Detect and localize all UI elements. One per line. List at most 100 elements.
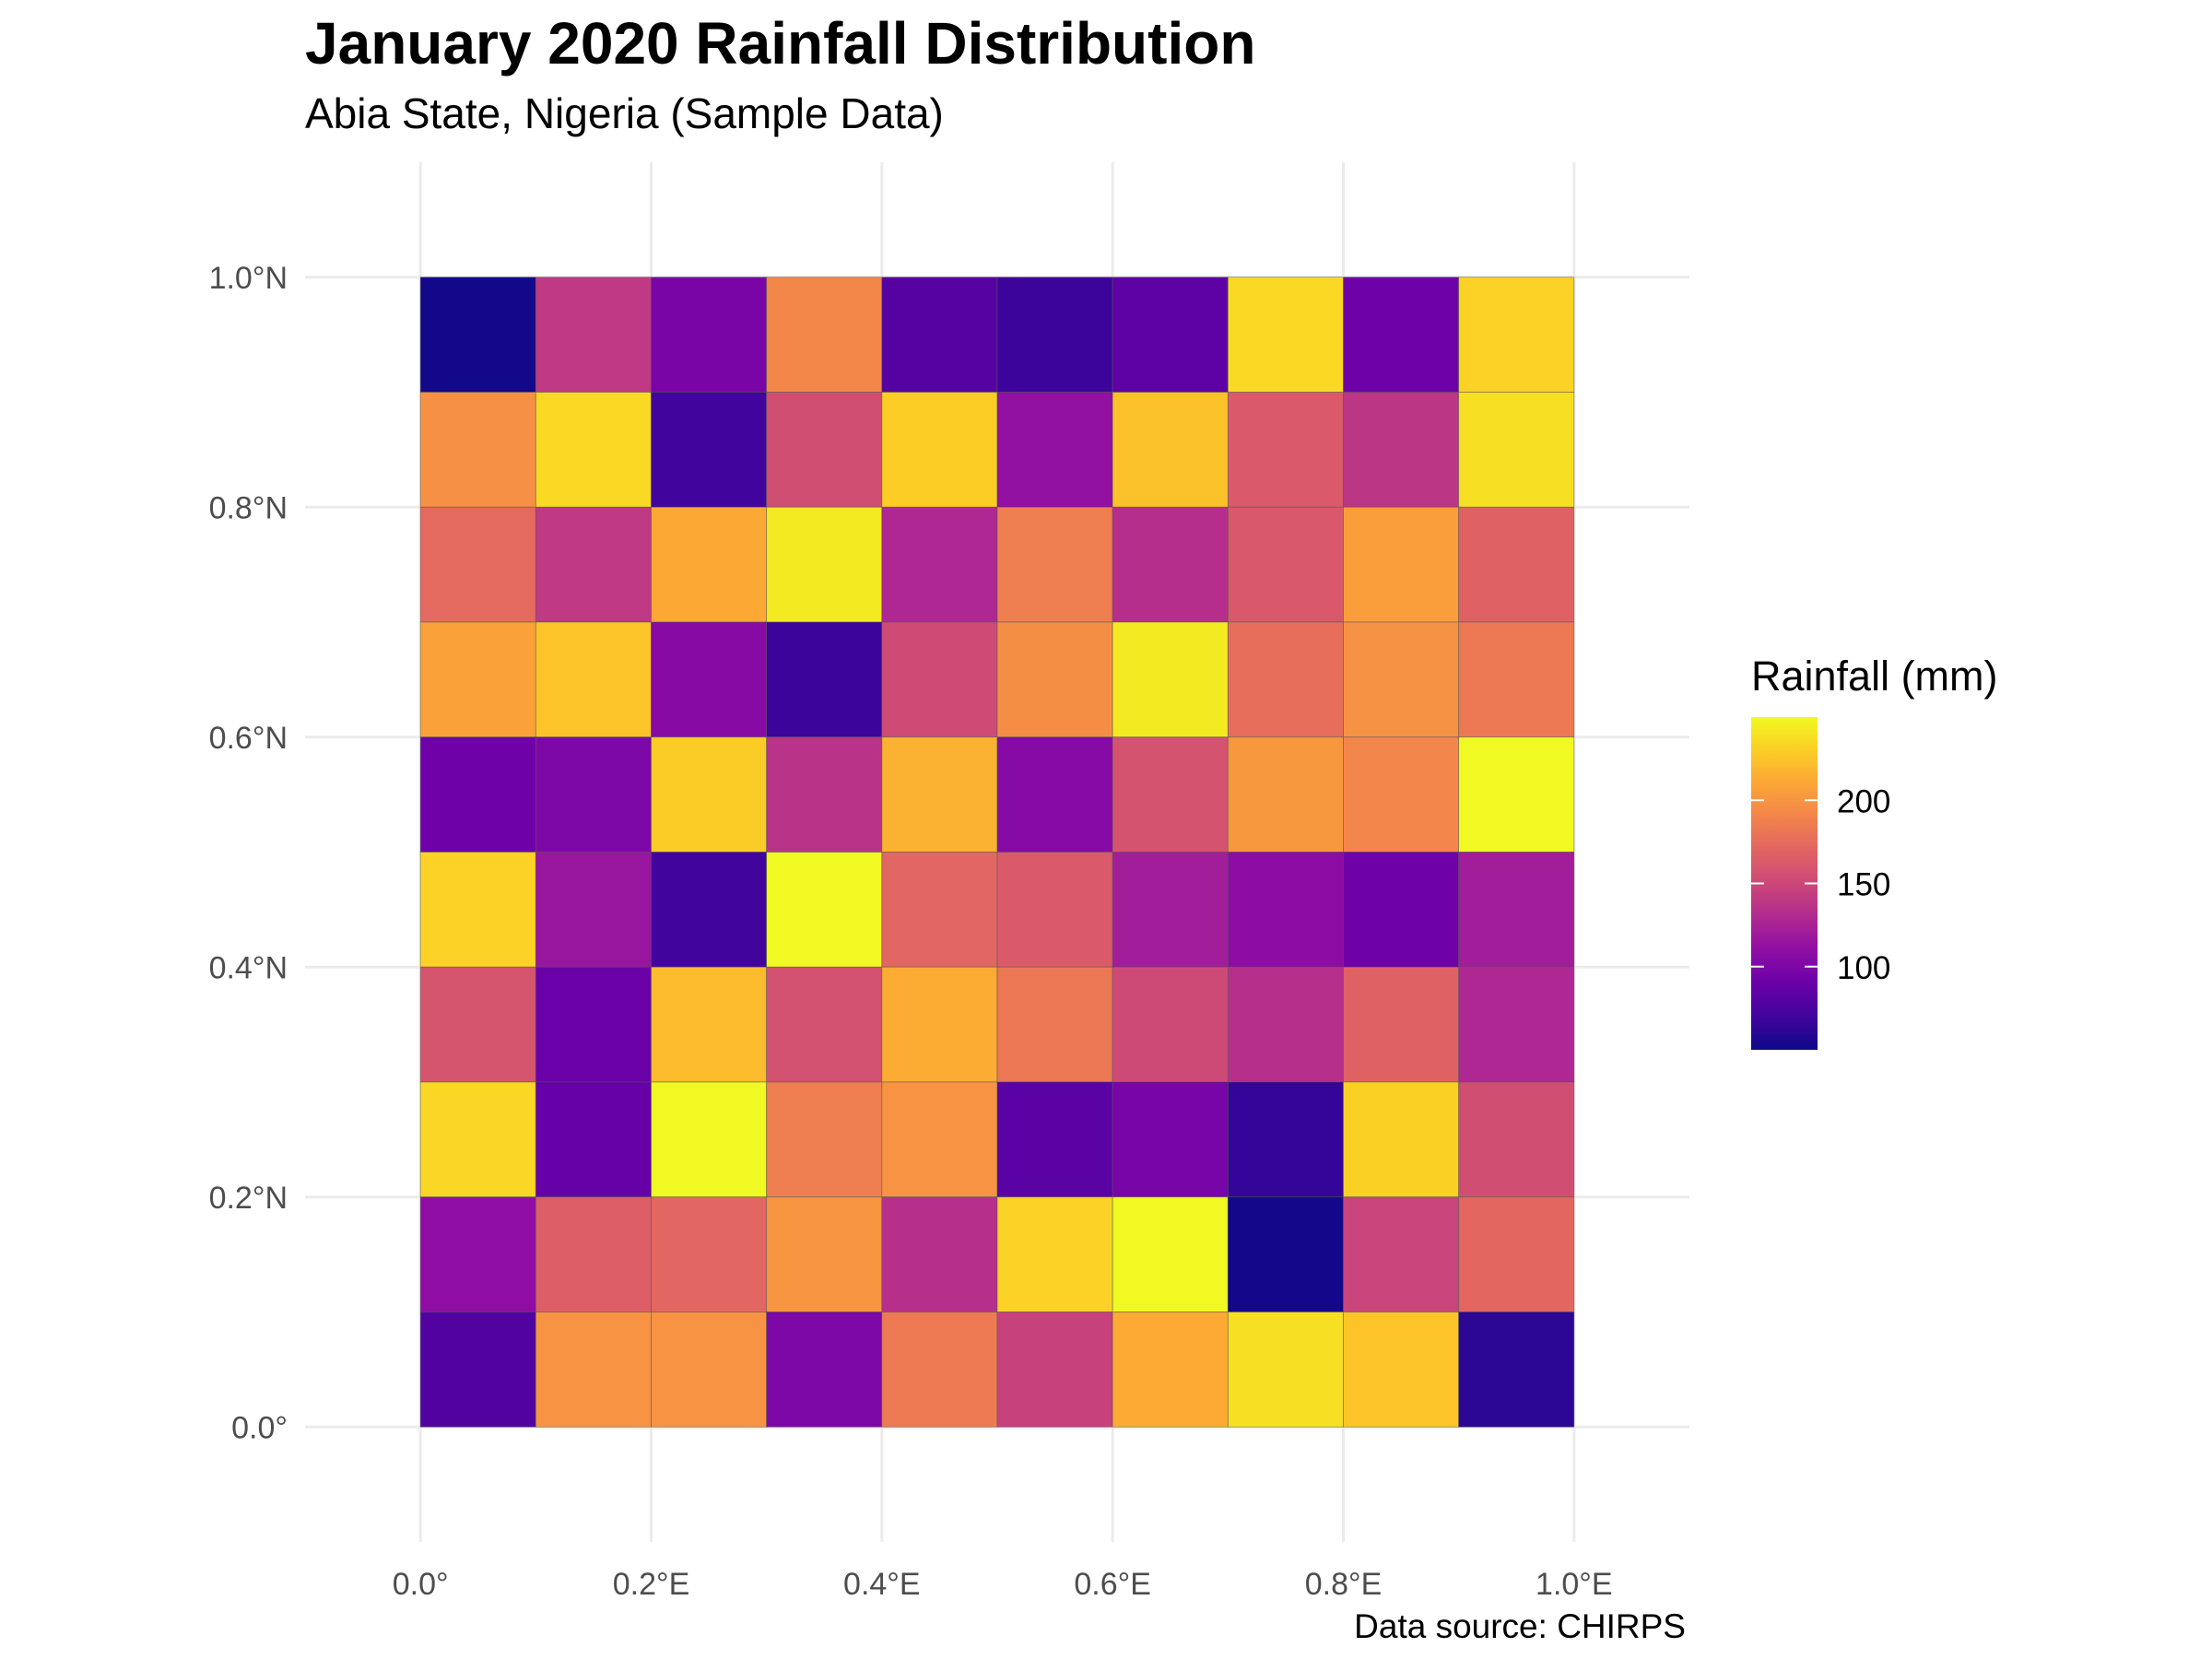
heatmap-cell — [1458, 852, 1575, 968]
colorbar-label: 100 — [1837, 950, 1890, 986]
heatmap-cell — [1112, 276, 1229, 393]
heatmap-cell — [419, 1081, 536, 1198]
heatmap-cell — [1343, 1312, 1460, 1428]
heatmap-cell — [766, 1081, 883, 1198]
heatmap-cell — [651, 506, 768, 623]
heatmap-cell — [535, 1081, 652, 1198]
heatmap-cell — [651, 736, 768, 853]
heatmap-cell — [1227, 852, 1344, 968]
heatmap-cell — [1112, 1081, 1229, 1198]
axis-labels: 0.0° 0.2°E 0.4°E 0.6°E 0.8°E 1.0°E 0.0° 0.2°N 0.… — [209, 261, 1613, 1602]
heatmap-cell — [1227, 736, 1344, 853]
heatmap-cell — [419, 506, 536, 623]
heatmap-cell — [881, 621, 998, 738]
colorbar-label: 200 — [1837, 783, 1890, 819]
y-tick-label: 0.2°N — [209, 1181, 288, 1216]
heatmap-cell — [419, 1196, 536, 1312]
heatmap-cell — [1227, 1196, 1344, 1312]
heatmap-cell — [881, 1081, 998, 1198]
heatmap-cell — [1112, 966, 1229, 1083]
heatmap-cell — [1112, 506, 1229, 623]
heatmap-cell — [419, 392, 536, 508]
heatmap-cell — [1227, 392, 1344, 508]
heatmap-cell — [1343, 852, 1460, 968]
x-tick-label: 0.8°E — [1305, 1567, 1382, 1602]
heatmap-cell — [651, 621, 768, 738]
heatmap-cell — [535, 852, 652, 968]
heatmap-cell — [766, 852, 883, 968]
heatmap-cell — [651, 276, 768, 393]
heatmap-cell — [1343, 736, 1460, 853]
y-tick-label: 0.0° — [231, 1410, 288, 1445]
heatmap-cell — [1112, 392, 1229, 508]
heatmap-cell — [1227, 276, 1344, 393]
heatmap-cell — [996, 392, 1113, 508]
chart-subtitle: Abia State, Nigeria (Sample Data) — [305, 89, 944, 137]
heatmap-cell — [1458, 1312, 1575, 1428]
x-tick-label: 0.0° — [393, 1567, 449, 1602]
y-tick-label: 1.0°N — [209, 261, 288, 296]
heatmap-cell — [535, 621, 652, 738]
heatmap-cell — [651, 1081, 768, 1198]
heatmap-cell — [1458, 506, 1575, 623]
heatmap-cell — [1227, 621, 1344, 738]
heatmap-cell — [766, 736, 883, 853]
heatmap-cells — [419, 276, 1575, 1428]
heatmap-cell — [1458, 736, 1575, 853]
heatmap-cell — [766, 506, 883, 623]
data-source-caption: Data source: CHIRPS — [1354, 1607, 1686, 1645]
y-tick-label: 0.8°N — [209, 490, 288, 525]
heatmap-cell — [535, 1196, 652, 1312]
heatmap-cell — [996, 966, 1113, 1083]
heatmap-cell — [419, 966, 536, 1083]
heatmap-cell — [881, 1196, 998, 1312]
heatmap-cell — [881, 852, 998, 968]
heatmap-cell — [766, 392, 883, 508]
heatmap-cell — [1343, 1081, 1460, 1198]
heatmap-cell — [766, 966, 883, 1083]
heatmap-cell — [1458, 621, 1575, 738]
heatmap-cell — [651, 852, 768, 968]
heatmap-cell — [881, 1312, 998, 1428]
heatmap-cell — [1112, 1312, 1229, 1428]
heatmap-cell — [996, 506, 1113, 623]
heatmap-cell — [1343, 392, 1460, 508]
heatmap-cell — [881, 506, 998, 623]
heatmap-cell — [535, 966, 652, 1083]
heatmap-cell — [1227, 966, 1344, 1083]
heatmap-cell — [419, 852, 536, 968]
colorbar-label: 150 — [1837, 867, 1890, 903]
heatmap-cell — [651, 966, 768, 1083]
chart-title: January 2020 Rainfall Distribution — [305, 10, 1256, 76]
heatmap-cell — [535, 276, 652, 393]
heatmap-cell — [1227, 1312, 1344, 1428]
heatmap-cell — [1458, 966, 1575, 1083]
heatmap-cell — [881, 966, 998, 1083]
heatmap-cell — [996, 1196, 1113, 1312]
legend-title: Rainfall (mm) — [1751, 653, 1998, 700]
heatmap-cell — [996, 621, 1113, 738]
x-tick-label: 1.0°E — [1535, 1567, 1613, 1602]
heatmap-cell — [996, 1081, 1113, 1198]
heatmap-cell — [535, 392, 652, 508]
x-tick-label: 0.6°E — [1074, 1567, 1151, 1602]
heatmap-cell — [1343, 1196, 1460, 1312]
x-tick-label: 0.2°E — [613, 1567, 690, 1602]
heatmap-cell — [1458, 1081, 1575, 1198]
heatmap-cell — [996, 852, 1113, 968]
heatmap-cell — [1112, 736, 1229, 853]
heatmap-cell — [419, 1312, 536, 1428]
heatmap-cell — [766, 276, 883, 393]
heatmap-cell — [1458, 1196, 1575, 1312]
heatmap-cell — [766, 621, 883, 738]
heatmap-cell — [1458, 276, 1575, 393]
heatmap-cell — [1343, 966, 1460, 1083]
heatmap-cell — [1343, 276, 1460, 393]
heatmap-cell — [996, 1312, 1113, 1428]
heatmap-cell — [1343, 621, 1460, 738]
heatmap-cell — [651, 1196, 768, 1312]
y-tick-label: 0.6°N — [209, 721, 288, 756]
heatmap-cell — [1227, 1081, 1344, 1198]
colorbar-legend: 100 150 200 — [1751, 717, 1890, 1050]
